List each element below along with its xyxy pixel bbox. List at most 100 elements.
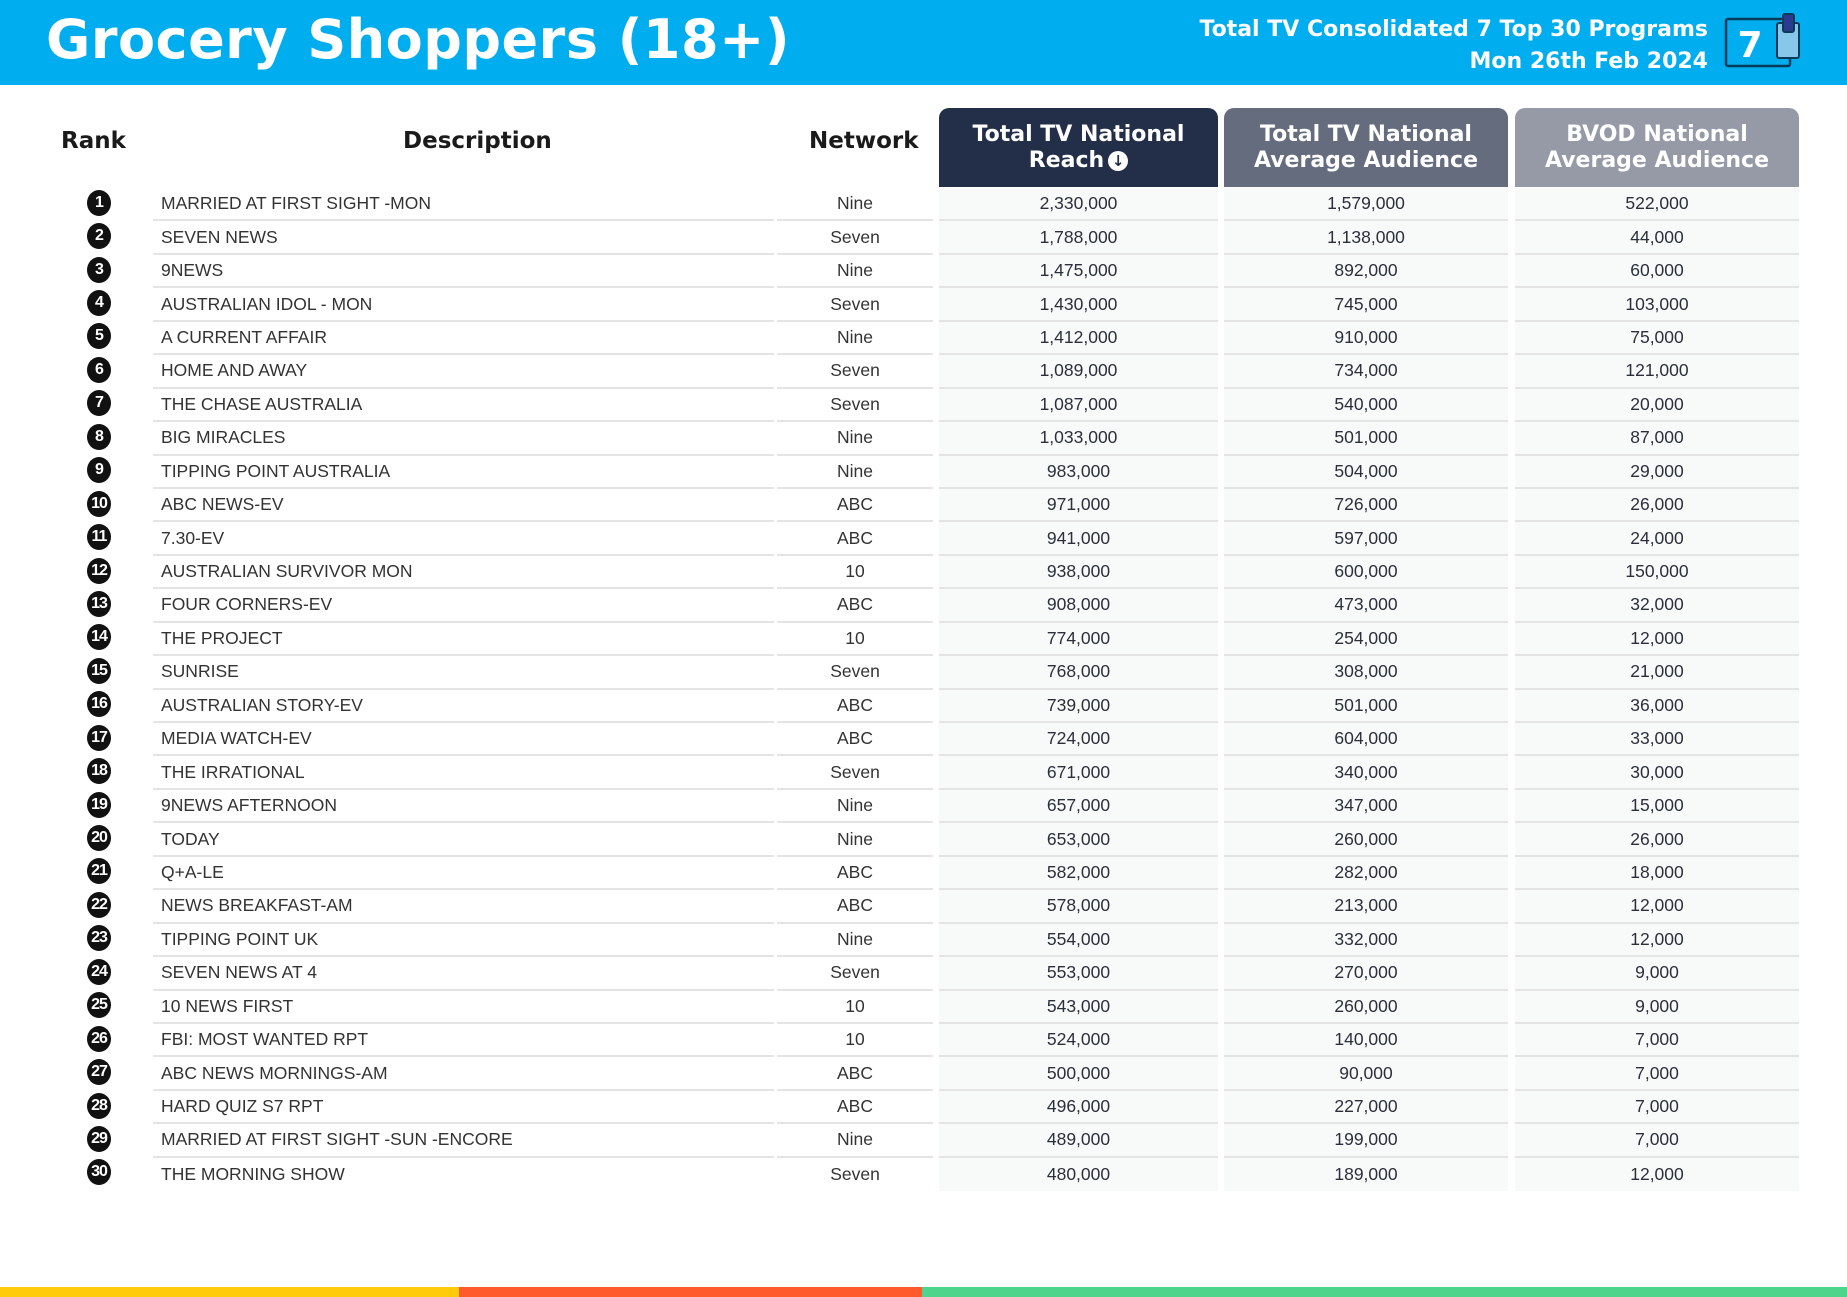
average-audience-value: 199,000: [1224, 1124, 1508, 1158]
network-name: Nine: [777, 322, 933, 356]
rank-badge: 23: [87, 924, 111, 957]
reach-value: 2,330,000: [939, 188, 1218, 222]
rank-badge: 13: [87, 589, 111, 622]
bvod-audience-value: 26,000: [1515, 488, 1799, 523]
table-row: 30 THE MORNING SHOW Seven 480,000 189,000 12,…: [0, 1157, 1847, 1192]
program-description: THE MORNING SHOW: [161, 1163, 345, 1184]
rank-badge: 8: [87, 422, 111, 455]
network-name: 10: [777, 991, 933, 1024]
network-name: Seven: [777, 756, 933, 790]
column-header-average-audience[interactable]: Total TV National Average Audience: [1224, 108, 1508, 187]
program-description: AUSTRALIAN SURVIVOR MON: [153, 556, 774, 590]
table-row: 20 TODAY Nine 653,000 260,000 26,000: [0, 823, 1847, 857]
program-description: AUSTRALIAN IDOL - MON: [153, 288, 774, 322]
bvod-audience-value: 12,000: [1515, 890, 1799, 924]
bvod-audience-value: 18,000: [1515, 856, 1799, 891]
rank-badge: 10: [87, 489, 111, 522]
table-row: 29 MARRIED AT FIRST SIGHT -SUN -ENCORE Nin…: [0, 1124, 1847, 1158]
program-description: 9NEWS: [153, 255, 774, 289]
table-row: 25 10 NEWS FIRST 10 543,000 260,000 9,000: [0, 990, 1847, 1024]
program-description: TODAY: [153, 823, 774, 857]
reach-value: 774,000: [939, 622, 1218, 657]
average-audience-value: 597,000: [1224, 522, 1508, 556]
average-audience-value: 282,000: [1224, 856, 1508, 891]
program-description: SEVEN NEWS: [153, 221, 774, 255]
sort-descending-icon[interactable]: ↓: [1108, 150, 1129, 171]
column-header-bvod-audience[interactable]: BVOD National Average Audience: [1515, 108, 1799, 187]
reach-value: 671,000: [939, 756, 1218, 790]
program-description: ABC NEWS MORNINGS-AM: [153, 1057, 774, 1091]
footer-segment-2: [459, 1287, 922, 1297]
network-name: ABC: [777, 589, 933, 623]
table-row: 10 ABC NEWS-EV ABC 971,000 726,000 26,000: [0, 488, 1847, 523]
rank-badge: 4: [87, 288, 111, 321]
reach-value: 489,000: [939, 1124, 1218, 1158]
reach-value: 553,000: [939, 957, 1218, 991]
reach-value: 653,000: [939, 823, 1218, 857]
program-description: FBI: MOST WANTED RPT: [153, 1024, 774, 1058]
bvod-audience-value: 12,000: [1515, 923, 1799, 958]
network-name: Seven: [777, 221, 933, 255]
table-row: 19 9NEWS AFTERNOON Nine 657,000 347,000 15,00…: [0, 789, 1847, 824]
bvod-audience-value: 12,000: [1515, 1157, 1799, 1192]
column-header-reach[interactable]: Total TV National Reach ↓: [939, 108, 1218, 187]
reach-value: 908,000: [939, 589, 1218, 623]
bvod-audience-value: 29,000: [1515, 455, 1799, 489]
bvod-audience-value: 36,000: [1515, 689, 1799, 723]
average-audience-value: 254,000: [1224, 622, 1508, 657]
program-description: 9NEWS AFTERNOON: [153, 790, 774, 824]
rank-badge: 5: [87, 322, 111, 355]
table-row: 6 HOME AND AWAY Seven 1,089,000 734,000 121,0…: [0, 355, 1847, 389]
table-row: 14 THE PROJECT 10 774,000 254,000 12,000: [0, 622, 1847, 657]
report-date: Mon 26th Feb 2024: [1469, 49, 1708, 74]
footer-segment-1: [0, 1287, 459, 1297]
bvod-audience-value: 15,000: [1515, 789, 1799, 824]
network-name: ABC: [777, 723, 933, 757]
bvod-audience-value: 20,000: [1515, 388, 1799, 423]
reach-value: 1,475,000: [939, 254, 1218, 289]
network-name: 10: [777, 623, 933, 657]
rank-badge: 18: [87, 756, 111, 789]
network-name: 10: [777, 1024, 933, 1058]
reach-value: 500,000: [939, 1057, 1218, 1091]
table-row: 27 ABC NEWS MORNINGS-AM ABC 500,000 90,000 7,…: [0, 1057, 1847, 1091]
average-audience-value: 260,000: [1224, 990, 1508, 1024]
table-row: 16 AUSTRALIAN STORY-EV ABC 739,000 501,000 36…: [0, 689, 1847, 723]
reach-value: 941,000: [939, 522, 1218, 556]
column-header-rank: Rank: [61, 128, 126, 154]
rank-badge: 20: [87, 823, 111, 856]
bvod-audience-value: 32,000: [1515, 589, 1799, 623]
rank-badge: 19: [87, 790, 111, 823]
table-row: 12 AUSTRALIAN SURVIVOR MON 10 938,000 600,00…: [0, 555, 1847, 590]
average-audience-value: 340,000: [1224, 756, 1508, 790]
network-name: ABC: [777, 1091, 933, 1125]
program-description: Q+A-LE: [153, 857, 774, 891]
program-description: FOUR CORNERS-EV: [153, 589, 774, 623]
table-row: 28 HARD QUIZ S7 RPT ABC 496,000 227,000 7,000: [0, 1090, 1847, 1125]
bvod-audience-value: 24,000: [1515, 522, 1799, 556]
table-row: 3 9NEWS Nine 1,475,000 892,000 60,000: [0, 254, 1847, 289]
table-row: 21 Q+A-LE ABC 582,000 282,000 18,000: [0, 856, 1847, 891]
average-audience-value: 270,000: [1224, 957, 1508, 991]
rank-badge: 27: [87, 1057, 111, 1090]
average-audience-value: 604,000: [1224, 723, 1508, 757]
table-row: 17 MEDIA WATCH-EV ABC 724,000 604,000 33,000: [0, 723, 1847, 757]
program-description: THE CHASE AUSTRALIA: [153, 389, 774, 423]
bvod-audience-value: 44,000: [1515, 221, 1799, 255]
rank-badge: 14: [87, 623, 111, 656]
program-description: MARRIED AT FIRST SIGHT -SUN -ENCORE: [153, 1124, 774, 1158]
bvod-audience-value: 12,000: [1515, 622, 1799, 657]
program-table: 1 MARRIED AT FIRST SIGHT -MON Nine 2,330,00…: [0, 188, 1847, 1192]
table-row: 23 TIPPING POINT UK Nine 554,000 332,000 12,0…: [0, 923, 1847, 958]
table-row: 2 SEVEN NEWS Seven 1,788,000 1,138,000 44,000: [0, 221, 1847, 255]
rank-badge: 7: [87, 389, 111, 422]
rank-badge: 12: [87, 556, 111, 589]
reach-value: 971,000: [939, 488, 1218, 523]
average-audience-value: 745,000: [1224, 288, 1508, 322]
reach-value: 524,000: [939, 1023, 1218, 1058]
table-row: 1 MARRIED AT FIRST SIGHT -MON Nine 2,330,00…: [0, 188, 1847, 222]
bvod-audience-value: 21,000: [1515, 656, 1799, 690]
rank-badge: 24: [87, 957, 111, 990]
reach-value: 657,000: [939, 789, 1218, 824]
bvod-audience-value: 7,000: [1515, 1057, 1799, 1091]
